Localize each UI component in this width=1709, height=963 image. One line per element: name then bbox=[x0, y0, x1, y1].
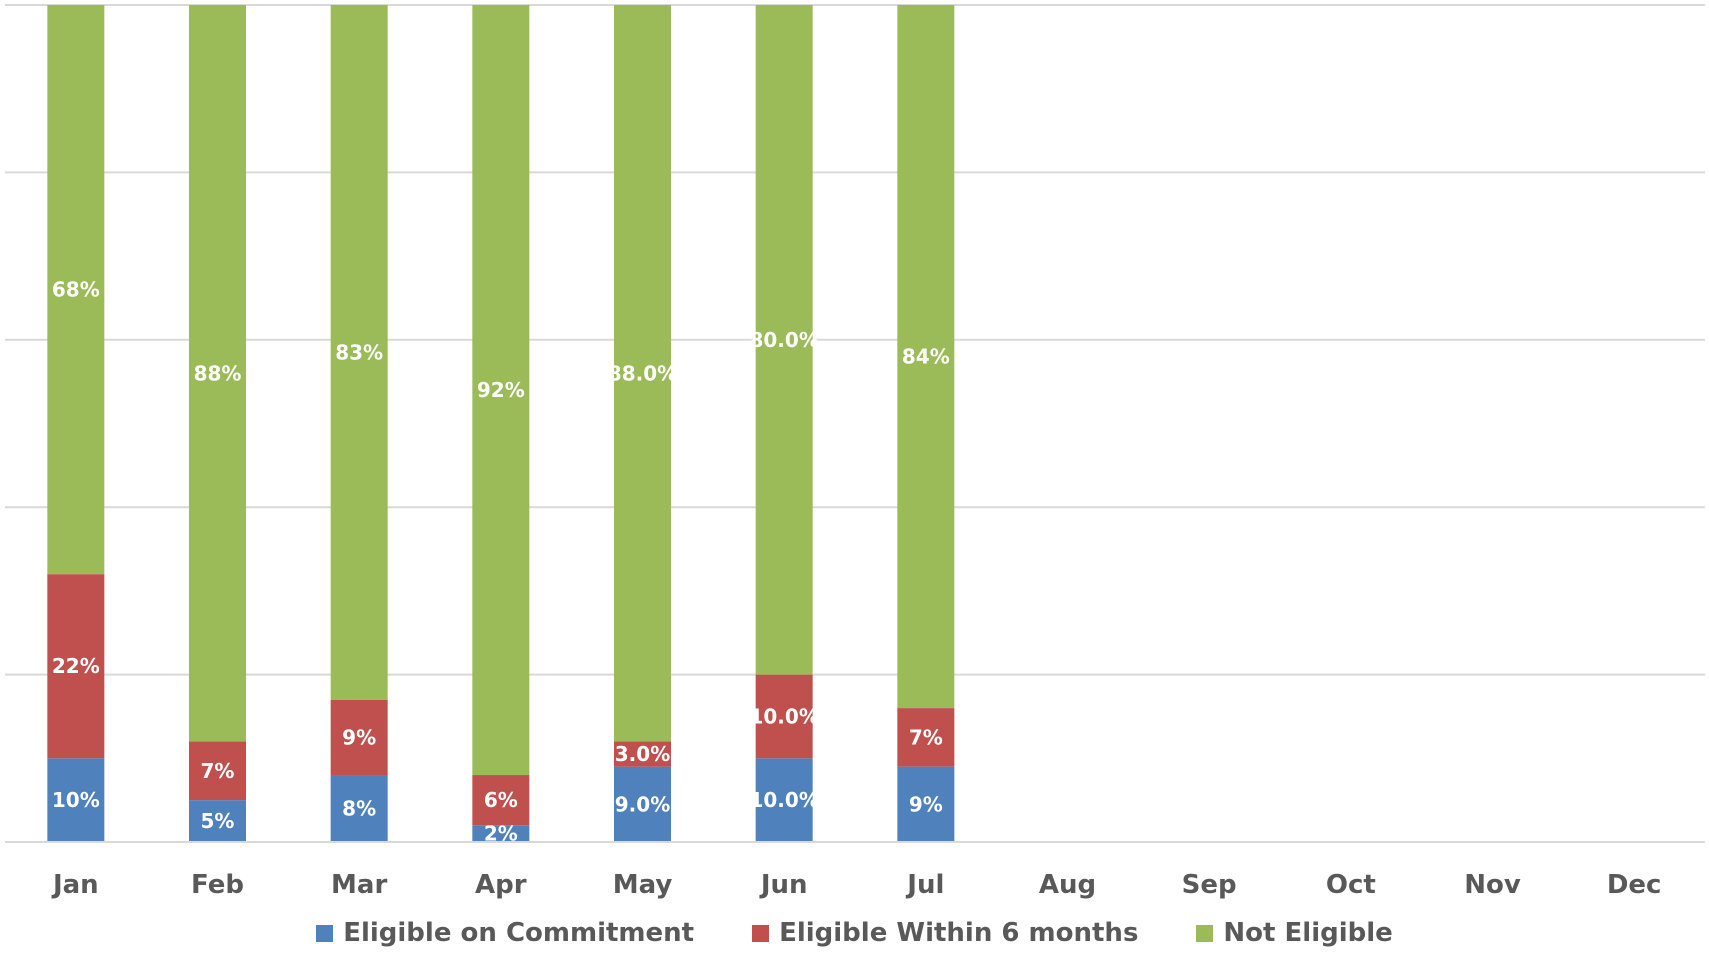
x-tick-label: Oct bbox=[1326, 870, 1376, 900]
legend-item: Eligible Within 6 months bbox=[752, 918, 1138, 948]
bar-segment bbox=[897, 708, 955, 767]
x-tick-label: Jan bbox=[51, 870, 99, 900]
bar-segment bbox=[47, 574, 105, 759]
x-tick-label: Feb bbox=[191, 870, 244, 900]
bar-segment bbox=[755, 5, 813, 675]
x-tick-label: Sep bbox=[1182, 870, 1237, 900]
data-label: 6% bbox=[484, 788, 518, 812]
bar-segment bbox=[755, 674, 813, 759]
bar-segment bbox=[472, 825, 530, 842]
data-label: 3.0% bbox=[615, 742, 670, 766]
bar-segment bbox=[189, 741, 246, 801]
data-label: 68% bbox=[52, 278, 100, 302]
data-label: 84% bbox=[902, 345, 950, 369]
bar-segment bbox=[614, 766, 671, 842]
bar-segment bbox=[614, 741, 671, 767]
data-label: 5% bbox=[201, 809, 235, 833]
chart-legend: Eligible on Commitment Eligible Within 6 … bbox=[0, 918, 1709, 948]
x-tick-label: Nov bbox=[1464, 870, 1521, 900]
legend-item: Not Eligible bbox=[1196, 918, 1393, 948]
x-tick-label: Mar bbox=[331, 870, 387, 900]
data-label: 9% bbox=[909, 792, 943, 816]
data-label: 10% bbox=[52, 788, 100, 812]
x-tick-label: Apr bbox=[475, 870, 527, 900]
bar-segment bbox=[330, 5, 388, 700]
bar-segment bbox=[47, 5, 105, 575]
legend-swatch bbox=[1196, 924, 1214, 942]
data-label: 9.0% bbox=[615, 792, 670, 816]
data-label: 10.0% bbox=[749, 788, 818, 812]
legend-swatch bbox=[316, 924, 334, 942]
bar-segment bbox=[189, 800, 246, 842]
data-label: 7% bbox=[201, 759, 235, 783]
x-tick-label: Jul bbox=[905, 870, 944, 900]
x-tick-label: Jun bbox=[759, 870, 808, 900]
data-label: 88.0% bbox=[608, 361, 677, 385]
bar-segment bbox=[897, 5, 955, 709]
bar-segment bbox=[472, 775, 530, 826]
x-tick-label: Dec bbox=[1607, 870, 1662, 900]
data-label: 83% bbox=[335, 340, 383, 364]
data-label: 92% bbox=[477, 378, 525, 402]
legend-swatch bbox=[752, 924, 770, 942]
legend-label: Not Eligible bbox=[1223, 918, 1393, 948]
legend-label: Eligible on Commitment bbox=[343, 918, 695, 948]
bar-segment bbox=[614, 5, 671, 742]
data-label: 8% bbox=[342, 797, 376, 821]
x-tick-label: Aug bbox=[1039, 870, 1096, 900]
data-label: 22% bbox=[52, 654, 100, 678]
bar-segment bbox=[189, 5, 246, 742]
bar-segment bbox=[330, 699, 388, 776]
data-label: 88% bbox=[194, 361, 242, 385]
legend-item: Eligible on Commitment bbox=[316, 918, 694, 948]
bar-segment bbox=[472, 5, 530, 776]
data-label: 7% bbox=[909, 725, 943, 749]
bar-segment bbox=[330, 775, 388, 842]
bar-segment bbox=[897, 766, 955, 842]
data-label: 9% bbox=[342, 725, 376, 749]
legend-label: Eligible Within 6 months bbox=[779, 918, 1139, 948]
bar-segment bbox=[755, 758, 813, 842]
bar-segment bbox=[47, 758, 105, 842]
data-label: 80.0% bbox=[749, 328, 818, 352]
data-label: 10.0% bbox=[749, 704, 818, 728]
x-tick-label: May bbox=[613, 870, 673, 900]
